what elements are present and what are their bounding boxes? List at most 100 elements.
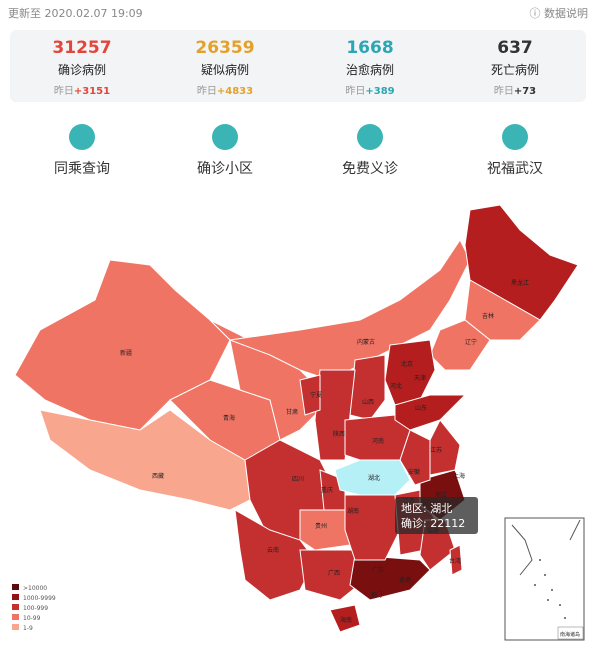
menu-label: 祝福武汉 bbox=[487, 161, 543, 177]
region bbox=[299, 549, 366, 601]
region-label: 湖南 bbox=[347, 507, 359, 515]
legend-swatch bbox=[12, 584, 19, 590]
menu-icon bbox=[357, 124, 383, 150]
menu-icon bbox=[69, 124, 95, 150]
inset-island bbox=[564, 617, 566, 619]
region-label: 甘肃 bbox=[286, 408, 298, 416]
legend-label: 1000-9999 bbox=[23, 595, 56, 602]
legend-label: 10-99 bbox=[23, 615, 41, 622]
stat-value: 31257 bbox=[52, 38, 112, 58]
region-label: 贵州 bbox=[315, 522, 327, 530]
stat-label: 死亡病例 bbox=[490, 63, 539, 77]
inset-line bbox=[569, 519, 581, 541]
stat: 31257 确诊病例昨日+3151 bbox=[12, 38, 152, 97]
stat-label: 治愈病例 bbox=[345, 63, 394, 77]
yesterday-change: +4833 bbox=[216, 86, 254, 97]
region-label: 河北 bbox=[390, 382, 402, 390]
menu-item[interactable]: 免费义诊 bbox=[310, 124, 430, 178]
region-label: 宁夏 bbox=[310, 391, 322, 399]
region bbox=[449, 544, 463, 576]
tooltip-region: 地区: 湖北 bbox=[401, 502, 452, 515]
legend-swatch bbox=[12, 604, 19, 610]
region-label: 天津 bbox=[414, 375, 426, 382]
yesterday-label: 昨日 bbox=[493, 86, 514, 97]
menu-item[interactable]: 祝福武汉 bbox=[455, 124, 575, 178]
region-label: 澳门 bbox=[370, 591, 382, 599]
menu-icon bbox=[502, 124, 528, 150]
menu-label: 确诊小区 bbox=[197, 161, 253, 177]
region-label: 广东 bbox=[372, 566, 384, 574]
region bbox=[349, 354, 386, 421]
region-label: 江苏 bbox=[430, 446, 442, 454]
region-label: 西藏 bbox=[152, 472, 164, 480]
region-label: 台湾 bbox=[449, 557, 461, 565]
region-label: 广西 bbox=[328, 569, 340, 577]
legend-swatch bbox=[12, 594, 19, 600]
legend-label: 100-999 bbox=[23, 605, 48, 612]
region bbox=[349, 554, 431, 601]
inset-island bbox=[559, 604, 561, 606]
region-label: 青海 bbox=[223, 414, 235, 422]
region-label: 海南 bbox=[340, 616, 352, 624]
region-label: 上海 bbox=[453, 472, 465, 480]
menu-icon bbox=[212, 124, 238, 150]
stat-value: 637 bbox=[497, 38, 533, 58]
region bbox=[329, 604, 361, 633]
yesterday-change: +3151 bbox=[73, 86, 111, 97]
yesterday: 昨日+73 bbox=[445, 82, 585, 97]
region bbox=[234, 509, 316, 601]
legend-label: 1-9 bbox=[23, 625, 33, 632]
stat-value: 1668 bbox=[346, 38, 394, 58]
yesterday-label: 昨日 bbox=[345, 86, 366, 97]
yesterday-label: 昨日 bbox=[53, 86, 74, 97]
region-label: 新疆 bbox=[120, 349, 132, 357]
menu-item[interactable]: 确诊小区 bbox=[165, 124, 285, 178]
inset-island bbox=[534, 584, 536, 586]
region-label: 四川 bbox=[292, 476, 304, 483]
inset-island bbox=[547, 599, 549, 601]
region-label: 安徽 bbox=[408, 468, 420, 476]
inset-coast bbox=[511, 524, 533, 576]
region-label: 重庆 bbox=[321, 486, 333, 494]
inset-island bbox=[539, 559, 541, 561]
inset-label-box bbox=[557, 626, 584, 640]
region-label: 陕西 bbox=[333, 430, 345, 438]
legend-swatch bbox=[12, 614, 19, 620]
region bbox=[299, 509, 351, 551]
yesterday-change: +389 bbox=[365, 86, 395, 97]
menu-label: 同乘查询 bbox=[54, 161, 110, 177]
menu-label: 免费义诊 bbox=[342, 161, 398, 177]
region-label: 浙江 bbox=[435, 491, 447, 499]
region bbox=[229, 239, 471, 381]
region bbox=[464, 204, 579, 321]
region-label: 河南 bbox=[372, 437, 384, 445]
region bbox=[429, 419, 461, 476]
menu-item[interactable]: 同乘查询 bbox=[22, 124, 142, 178]
region-label: 山西 bbox=[362, 398, 374, 406]
region-label: 辽宁 bbox=[465, 338, 477, 346]
stat: 26359 疑似病例 昨日+4833 bbox=[155, 38, 295, 97]
region-label: 内蒙古 bbox=[357, 338, 375, 346]
data-note[interactable]: ⓘ 数据说明 bbox=[530, 5, 589, 21]
stat: 1668 治愈病例昨日+389 bbox=[300, 38, 440, 97]
inset-island bbox=[551, 589, 553, 591]
region-label: 云南 bbox=[267, 546, 279, 554]
tooltip-box bbox=[395, 497, 478, 534]
inset-label: 南海诸岛 bbox=[560, 631, 580, 638]
stat-label: 确诊病例 bbox=[57, 63, 106, 77]
region bbox=[299, 374, 321, 416]
stat-label: 疑似病例 bbox=[200, 63, 249, 77]
yesterday-change: +73 bbox=[513, 86, 537, 97]
update-time: 更新至 2020.02.07 19:09 bbox=[8, 7, 143, 20]
region-label: 北京 bbox=[401, 360, 413, 368]
region-label: 湖北 bbox=[368, 474, 380, 482]
region bbox=[344, 494, 401, 561]
yesterday: 昨日+389 bbox=[300, 82, 440, 97]
help-icon: ⓘ bbox=[529, 7, 544, 20]
yesterday: 昨日+4833 bbox=[155, 82, 295, 97]
region-label: 黑龙江 bbox=[511, 279, 529, 287]
region bbox=[334, 459, 411, 496]
data-note-text: 数据说明 bbox=[544, 7, 588, 20]
